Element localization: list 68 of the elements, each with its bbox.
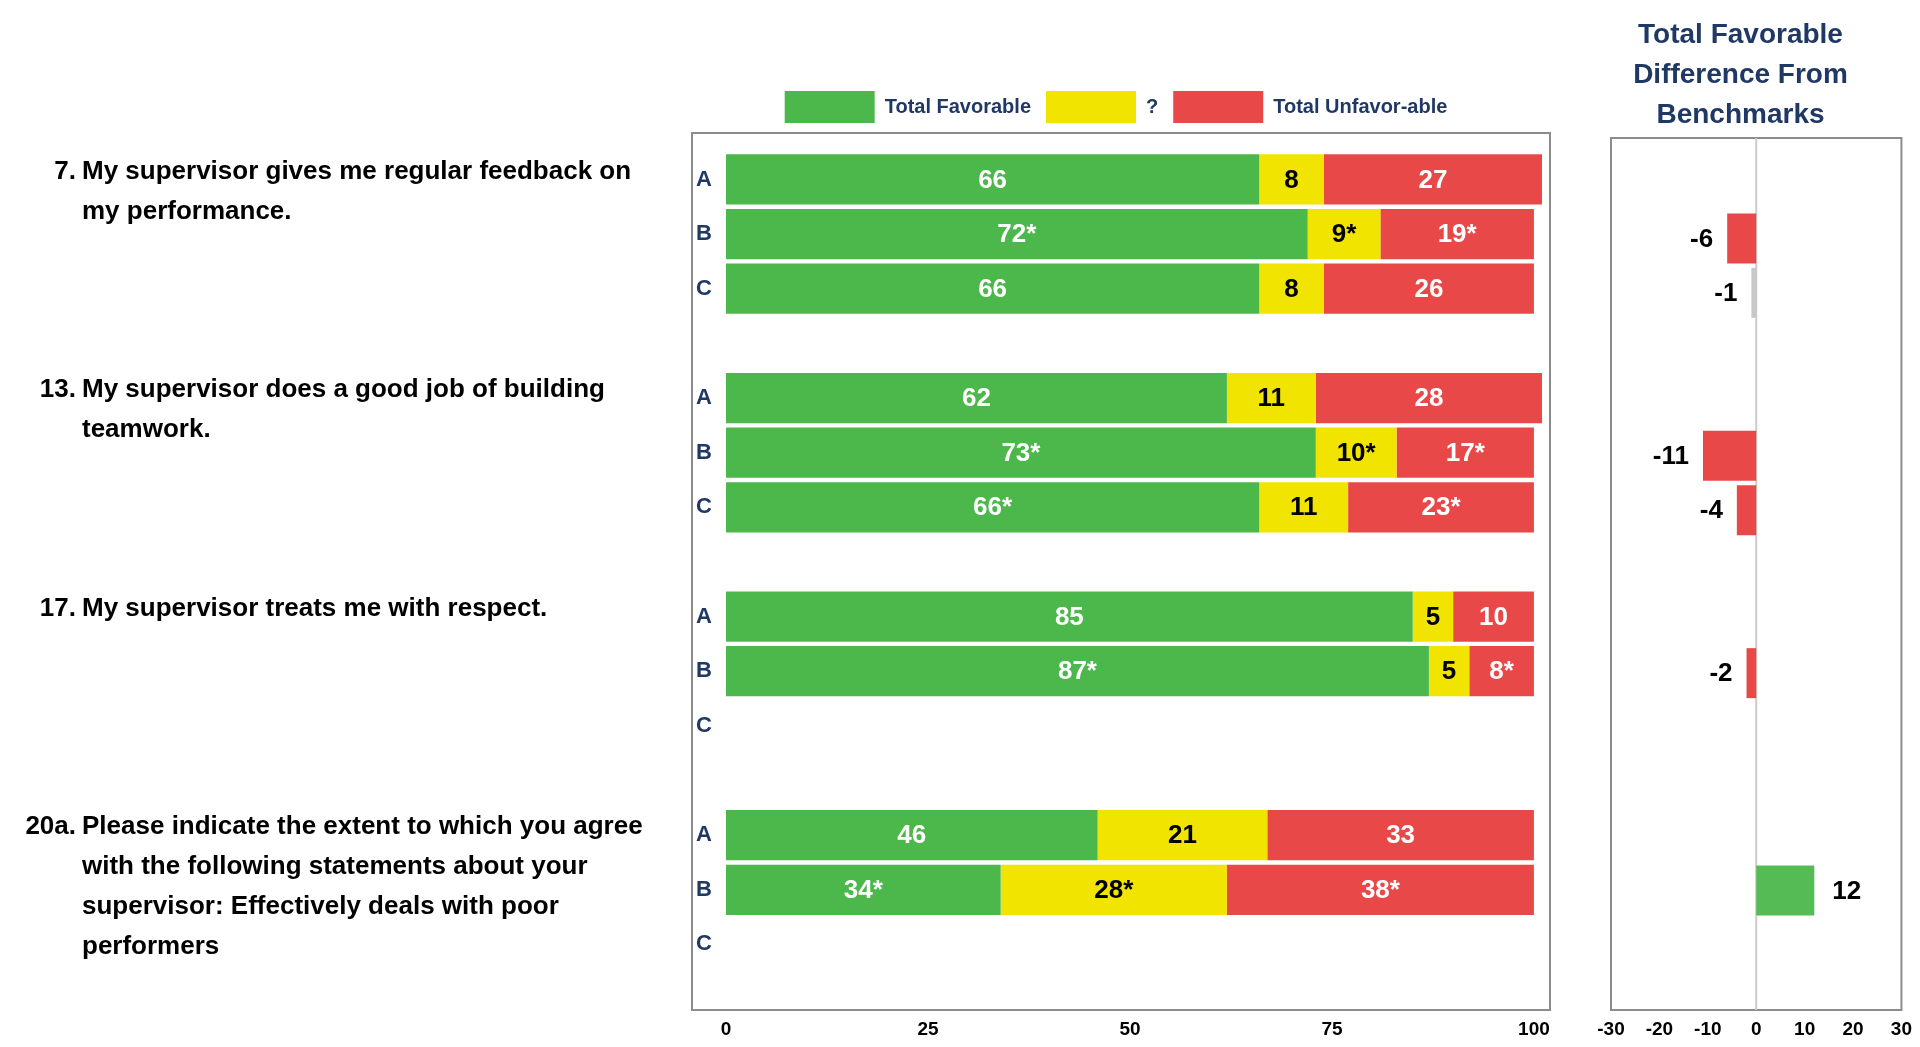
data-label: 10 bbox=[1479, 600, 1508, 631]
data-label: 17* bbox=[1445, 436, 1486, 467]
data-label: 33 bbox=[1386, 819, 1416, 850]
x-tick-label: 0 bbox=[1750, 1017, 1762, 1039]
data-label: 8 bbox=[1284, 163, 1299, 194]
y-tick-label: A bbox=[696, 384, 713, 410]
data-label: 66* bbox=[973, 491, 1014, 522]
x-tick-label: 10 bbox=[1794, 1017, 1816, 1039]
chart-title: Total Favorable Difference From Benchmarks bbox=[1632, 17, 1849, 131]
data-label: 28* bbox=[1094, 873, 1135, 904]
data-label: 46 bbox=[897, 819, 927, 850]
x-tick-label: 100 bbox=[1518, 1017, 1550, 1039]
y-tick-label: B bbox=[696, 875, 712, 901]
text: 17. My supervisor treats me with respect. bbox=[39, 591, 548, 622]
x-tick-label: 50 bbox=[1119, 1017, 1141, 1039]
y-tick-label: B bbox=[696, 657, 712, 683]
data-label: 9* bbox=[1331, 218, 1358, 249]
data-label: 5 bbox=[1441, 655, 1457, 686]
data-label: 5 bbox=[1425, 600, 1441, 631]
x-tick-label: 25 bbox=[917, 1017, 939, 1039]
data-label: 34* bbox=[843, 873, 884, 904]
y-tick-label: C bbox=[696, 274, 713, 300]
y-tick-label: A bbox=[696, 602, 713, 628]
x-tick-label: -10 bbox=[1694, 1017, 1722, 1039]
data-label: 72* bbox=[997, 218, 1038, 249]
data-label: 21 bbox=[1168, 819, 1197, 850]
legend-label: ? bbox=[1146, 94, 1159, 117]
data-label: 10* bbox=[1336, 436, 1377, 467]
data-label: 19* bbox=[1437, 218, 1478, 249]
data-label: -6 bbox=[1690, 222, 1714, 253]
data-label: -2 bbox=[1709, 657, 1733, 688]
x-tick-label: -20 bbox=[1645, 1017, 1674, 1039]
y-tick-label: C bbox=[696, 711, 713, 737]
data-label: -4 bbox=[1699, 494, 1724, 525]
x-tick-label: -30 bbox=[1597, 1017, 1625, 1039]
x-tick-label: 75 bbox=[1321, 1017, 1343, 1039]
data-label: -1 bbox=[1714, 277, 1738, 308]
text: 13. My supervisor does a good job of building teamwork. bbox=[39, 373, 605, 444]
data-label: 73* bbox=[1001, 436, 1042, 467]
data-label: 8 bbox=[1284, 272, 1299, 303]
y-tick-label: B bbox=[696, 438, 712, 464]
legend-label: Total Unfavor-able bbox=[1273, 94, 1448, 117]
legend-label: Total Favorable bbox=[884, 94, 1032, 117]
data-label: 66 bbox=[978, 163, 1008, 194]
data-label: 87* bbox=[1057, 655, 1098, 686]
data-label: 8* bbox=[1489, 655, 1515, 686]
y-tick-label: C bbox=[696, 493, 713, 519]
data-label: 62 bbox=[961, 382, 991, 413]
data-label: 27 bbox=[1418, 163, 1448, 194]
x-tick-label: 20 bbox=[1842, 1017, 1864, 1039]
x-tick-label: 30 bbox=[1890, 1017, 1912, 1039]
text: 7. My supervisor gives me regular feedback on my performance. bbox=[54, 154, 632, 225]
data-label: 28 bbox=[1414, 382, 1444, 413]
data-label: 11 bbox=[1257, 382, 1286, 413]
data-label: 12 bbox=[1832, 874, 1862, 905]
data-label: 66 bbox=[978, 272, 1008, 303]
text: 20a. Please indicate the extent to which you agree with the following statements about your supervisor: Effectively deals with poor performers bbox=[25, 810, 643, 961]
data-label: 85 bbox=[1054, 600, 1084, 631]
data-label: -11 bbox=[1652, 440, 1689, 470]
x-tick-label: 0 bbox=[720, 1017, 732, 1039]
data-label: 26 bbox=[1414, 272, 1444, 303]
y-tick-label: A bbox=[696, 821, 713, 847]
y-tick-label: C bbox=[696, 930, 713, 956]
data-label: 38* bbox=[1360, 873, 1401, 904]
data-label: 11 bbox=[1289, 491, 1318, 522]
y-tick-label: B bbox=[696, 220, 712, 246]
data-label: 23* bbox=[1421, 491, 1462, 522]
y-tick-label: A bbox=[696, 165, 713, 191]
